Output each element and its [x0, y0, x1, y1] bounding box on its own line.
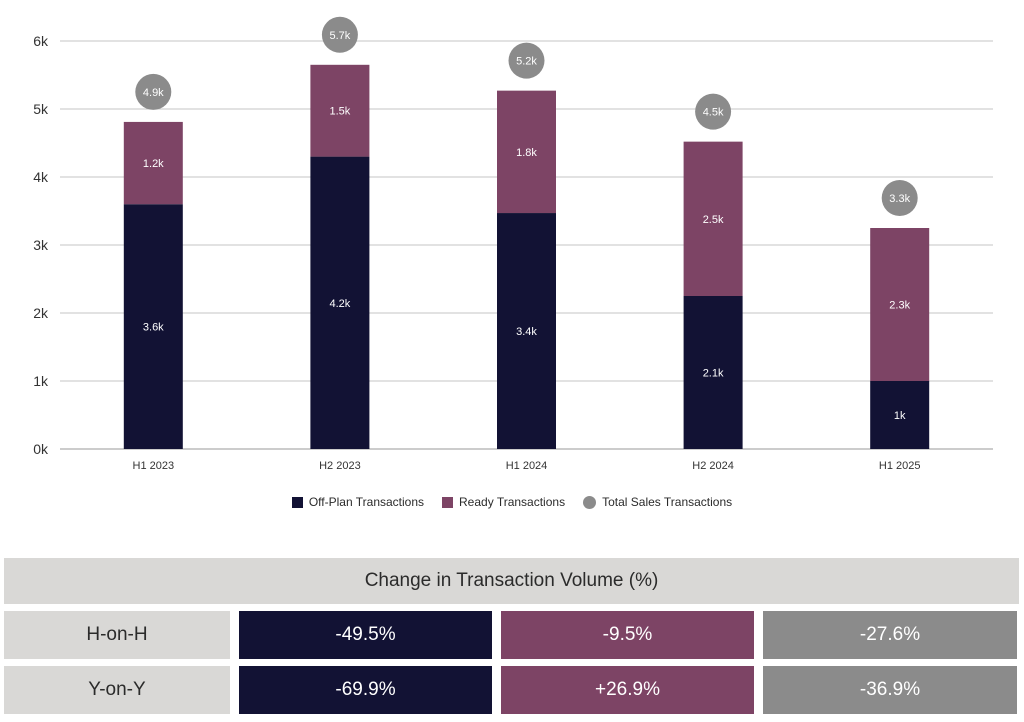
table-row-h-on-h: H-on-H -49.5% -9.5% -27.6% [4, 611, 1019, 659]
total-bubble [321, 16, 358, 53]
x-tick-label: H1 2025 [879, 460, 921, 472]
data-label-off-plan: 3.4k [516, 326, 537, 338]
total-label: 4.5k [703, 107, 724, 119]
data-label-ready: 2.5k [703, 214, 724, 226]
legend-item-total: Total Sales Transactions [583, 495, 732, 509]
y-tick-label: 1k [33, 373, 49, 389]
data-label-ready: 1.2k [143, 158, 164, 170]
legend-swatch-total [583, 495, 597, 509]
transactions-bar-chart: 0k 1k 2k 3k 4k 5k 6k 3.6k 1.2k 4.9k H1 2023 4.2k 1.5… [33, 16, 993, 472]
bar-ready [870, 228, 930, 381]
legend-label-total: Total Sales Transactions [602, 495, 733, 509]
row-label-h-on-h: H-on-H [4, 611, 230, 659]
data-label-off-plan: 2.1k [703, 368, 724, 380]
data-label-ready: 2.3k [889, 300, 910, 312]
total-bubble [135, 73, 172, 110]
change-table-title: Change in Transaction Volume (%) [4, 558, 1019, 604]
y-tick-label: 4k [33, 169, 49, 185]
data-label-ready: 1.5k [330, 106, 351, 118]
total-label: 3.3k [889, 193, 910, 205]
bar-off-plan [683, 296, 743, 449]
data-label-off-plan: 4.2k [330, 298, 351, 310]
data-label-off-plan: 1k [894, 410, 906, 422]
bar-ready [683, 141, 743, 296]
total-label: 4.9k [143, 87, 164, 99]
y-tick-label: 6k [33, 33, 49, 49]
cell-off-plan-y-on-y: -69.9% [239, 666, 492, 714]
bar-ready [123, 121, 183, 205]
total-label: 5.7k [330, 30, 351, 42]
x-tick-label: H2 2023 [319, 460, 361, 472]
y-tick-label: 0k [33, 441, 49, 457]
total-bubble [881, 180, 918, 216]
x-tick-label: H1 2023 [133, 460, 175, 472]
bar-off-plan [870, 381, 930, 449]
total-label: 5.2k [516, 56, 537, 68]
total-bubble [695, 93, 732, 130]
legend-swatch-off-plan [291, 496, 303, 508]
data-label-off-plan: 3.6k [143, 322, 164, 334]
legend-label-off-plan: Off-Plan Transactions [308, 495, 425, 509]
total-bubble [508, 42, 545, 79]
x-tick-label: H1 2024 [506, 460, 548, 472]
cell-total-y-on-y: -36.9% [763, 666, 1017, 714]
cell-off-plan-h-on-h: -49.5% [239, 611, 492, 659]
bar-ready [497, 90, 556, 214]
bar-off-plan [123, 204, 183, 449]
change-table: Change in Transaction Volume (%) H-on-H … [4, 558, 1019, 714]
legend-item-ready: Ready Transactions [442, 495, 565, 509]
y-tick-label: 2k [33, 305, 49, 321]
bar-off-plan [310, 156, 370, 449]
chart-legend: Off-Plan Transactions Ready Transactions… [0, 493, 1024, 511]
data-label-ready: 1.8k [516, 147, 537, 159]
cell-ready-y-on-y: +26.9% [501, 666, 754, 714]
y-tick-label: 5k [33, 101, 49, 117]
y-tick-label: 3k [33, 237, 49, 253]
cell-total-h-on-h: -27.6% [763, 611, 1017, 659]
x-tick-label: H2 2024 [692, 460, 734, 472]
legend-item-off-plan: Off-Plan Transactions [291, 495, 425, 509]
legend-swatch-ready [442, 496, 454, 508]
bar-ready [310, 64, 370, 157]
table-row-y-on-y: Y-on-Y -69.9% +26.9% -36.9% [4, 666, 1019, 714]
bar-off-plan [497, 213, 556, 449]
legend-label-ready: Ready Transactions [459, 495, 566, 509]
row-label-y-on-y: Y-on-Y [4, 666, 230, 714]
cell-ready-h-on-h: -9.5% [501, 611, 754, 659]
